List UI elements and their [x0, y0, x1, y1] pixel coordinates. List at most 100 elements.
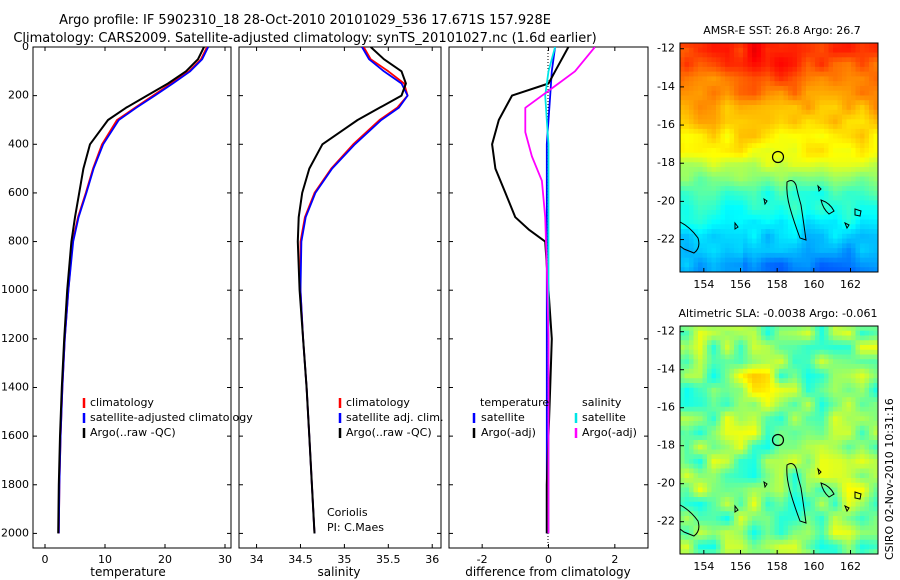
heatmap-cell: [698, 138, 704, 144]
heatmap-cell: [747, 157, 753, 163]
heatmap-cell: [846, 267, 852, 272]
heatmap-cell: [842, 473, 848, 479]
heatmap-cell: [873, 335, 878, 341]
heatmap-cell: [738, 383, 744, 389]
heatmap-cell: [761, 473, 767, 479]
heatmap-cell: [707, 229, 713, 235]
heatmap-cell: [684, 243, 690, 249]
series-line-salinity-argo-adj-: [524, 47, 596, 534]
heatmap-cell: [756, 171, 762, 178]
heatmap-cell: [725, 248, 731, 254]
heatmap-cell: [693, 430, 699, 436]
heatmap-cell: [747, 143, 753, 149]
heatmap-cell: [801, 440, 807, 446]
heatmap-cell: [837, 387, 843, 394]
heatmap-cell: [828, 454, 834, 460]
heatmap-cell: [842, 209, 848, 216]
heatmap-cell: [684, 359, 690, 365]
heatmap-cell: [680, 143, 686, 149]
heatmap-cell: [693, 520, 699, 527]
heatmap-cell: [725, 487, 731, 493]
heatmap-cell: [873, 392, 878, 398]
heatmap-cell: [869, 473, 875, 479]
heatmap-cell: [765, 354, 771, 360]
heatmap-cell: [725, 76, 731, 82]
heatmap-cell: [779, 47, 785, 54]
heatmap-cell: [788, 354, 794, 360]
heatmap-cell: [792, 364, 798, 370]
heatmap-cell: [698, 243, 704, 249]
sst-argo-marker: [771, 150, 785, 164]
heatmap-cell: [752, 152, 758, 159]
heatmap-cell: [828, 71, 834, 77]
heatmap-cell: [711, 143, 717, 149]
heatmap-cell: [720, 440, 726, 446]
heatmap-cell: [801, 406, 807, 413]
heatmap-cell: [684, 421, 690, 427]
heatmap-cell: [828, 90, 834, 97]
depth-tick-label: 200: [8, 89, 29, 102]
heatmap-cell: [837, 71, 843, 77]
heatmap-cell: [801, 248, 807, 254]
heatmap-cell: [783, 262, 789, 268]
heatmap-cell: [815, 57, 821, 63]
heatmap-cell: [689, 262, 695, 268]
heatmap-cell: [797, 511, 803, 517]
heatmap-cell: [693, 133, 699, 140]
heatmap-cell: [725, 449, 731, 455]
heatmap-cell: [806, 520, 812, 527]
heatmap-cell: [851, 262, 857, 268]
heatmap-cell: [846, 354, 852, 360]
heatmap-cell: [765, 76, 771, 82]
heatmap-cell: [779, 530, 785, 536]
heatmap-cell: [707, 392, 713, 398]
heatmap-cell: [779, 252, 785, 259]
heatmap-cell: [747, 224, 753, 230]
difference-legend: temperature satellite Argo(-adj) salinit…: [472, 396, 637, 439]
heatmap-cell: [792, 167, 798, 173]
heatmap-cell: [693, 497, 699, 503]
heatmap-cell: [725, 525, 731, 531]
heatmap-cell: [774, 90, 780, 97]
heatmap-cell: [693, 468, 699, 474]
heatmap-cell: [774, 200, 780, 206]
heatmap-cell: [815, 440, 821, 446]
x-tick-label: 34: [250, 553, 264, 566]
heatmap-cell: [783, 345, 789, 351]
heatmap-cell: [774, 421, 780, 427]
heatmap-cell: [828, 539, 834, 546]
heatmap-cell: [810, 114, 816, 120]
heatmap-cell: [842, 138, 848, 144]
heatmap-cell: [729, 233, 735, 240]
heatmap-cell: [761, 383, 767, 389]
heatmap-cell: [770, 138, 776, 144]
heatmap-cell: [815, 387, 821, 394]
heatmap-cell: [783, 530, 789, 536]
heatmap-cell: [779, 176, 785, 182]
heatmap-cell: [761, 364, 767, 370]
heatmap-cell: [801, 454, 807, 460]
heatmap-cell: [725, 233, 731, 240]
heatmap-cell: [864, 373, 870, 379]
heatmap-cell: [765, 402, 771, 408]
heatmap-cell: [702, 463, 708, 470]
heatmap-cell: [833, 238, 839, 244]
heatmap-cell: [761, 66, 767, 73]
heatmap-cell: [689, 482, 695, 489]
x-tick-label: 36: [425, 553, 439, 566]
heatmap-cell: [824, 330, 830, 337]
heatmap-cell: [747, 506, 753, 512]
heatmap-cell: [725, 181, 731, 187]
heatmap-cell: [747, 238, 753, 244]
heatmap-cell: [729, 238, 735, 244]
heatmap-cell: [774, 392, 780, 398]
heatmap-cell: [855, 463, 861, 470]
heatmap-cell: [765, 200, 771, 206]
heatmap-cell: [716, 345, 722, 351]
heatmap-cell: [828, 62, 834, 68]
sla-coastlines: [680, 463, 862, 537]
heatmap-cell: [711, 383, 717, 389]
heatmap-cell: [747, 205, 753, 211]
heatmap-cell: [806, 549, 812, 554]
heatmap-cell: [774, 85, 780, 92]
